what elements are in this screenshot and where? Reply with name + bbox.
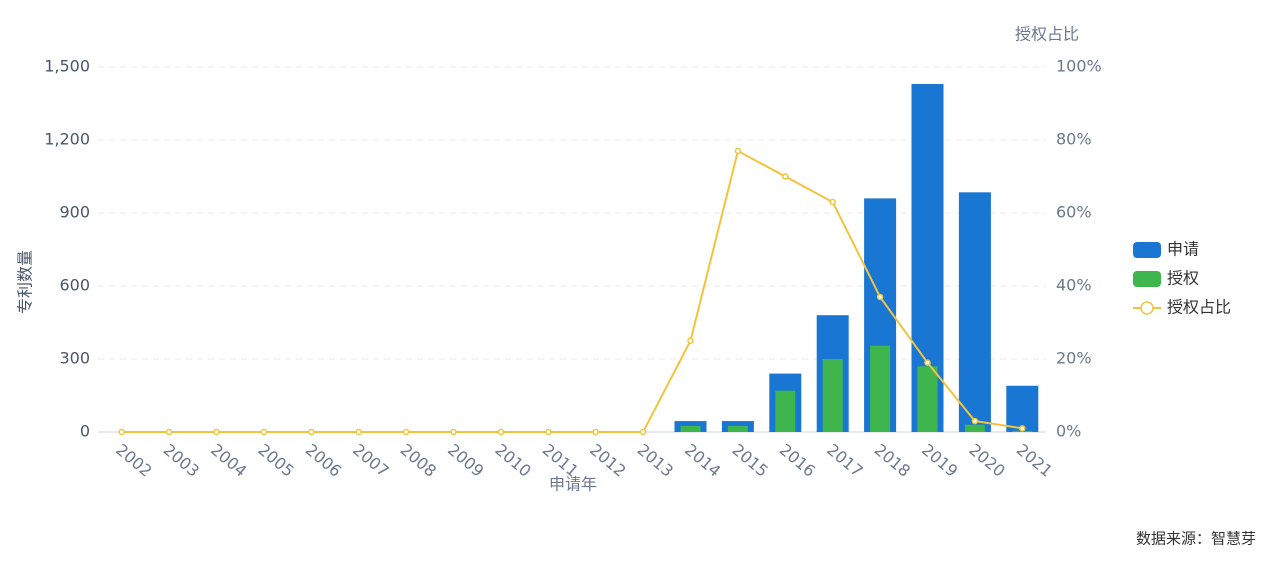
line-point	[592, 428, 599, 436]
line-point	[639, 428, 647, 436]
x-tick-label: 2017	[823, 440, 866, 481]
x-tick-label: 2009	[444, 440, 487, 481]
bar	[727, 425, 748, 432]
x-tick-label: 2015	[728, 440, 771, 481]
y2-tick-label: 20%	[1056, 349, 1092, 368]
y-tick-label: 1,200	[44, 130, 90, 149]
x-tick-label: 2002	[112, 440, 155, 481]
x-tick-label: 2016	[776, 440, 819, 481]
line-point	[876, 293, 884, 301]
bar	[964, 424, 985, 432]
x-tick-label: 2005	[254, 440, 297, 481]
x-tick-label: 2006	[302, 440, 345, 481]
line-point	[924, 359, 931, 366]
line-point	[971, 417, 979, 425]
y-axis-title: 专利数量	[16, 250, 35, 314]
line-point	[355, 428, 362, 436]
y2-axis-title: 授权占比	[1015, 25, 1079, 44]
y-tick-label: 300	[59, 349, 90, 368]
legend-swatch	[1133, 242, 1161, 258]
line-point	[687, 337, 694, 344]
x-tick-label: 2003	[160, 440, 203, 481]
y-tick-label: 1,500	[44, 57, 90, 76]
x-tick-label: 2008	[397, 440, 440, 481]
line-point	[308, 428, 315, 436]
line	[121, 149, 1023, 433]
y2-tick-label: 100%	[1056, 57, 1102, 76]
y2-tick-label: 0%	[1056, 422, 1081, 441]
y2-tick-label: 80%	[1056, 130, 1092, 149]
legend-label: 申请	[1167, 240, 1199, 259]
y-tick-label: 0	[80, 422, 90, 441]
y2-tick-label: 60%	[1056, 203, 1092, 222]
line-point	[402, 428, 410, 436]
bar	[775, 390, 796, 432]
line-point	[782, 173, 789, 180]
bar	[680, 425, 701, 432]
legend-label: 授权	[1167, 269, 1199, 288]
line-point	[1019, 425, 1026, 432]
bar	[917, 366, 938, 432]
legend-marker	[1140, 301, 1154, 315]
line-point	[213, 428, 220, 436]
line-point	[260, 428, 268, 436]
line-point	[829, 198, 836, 206]
line-point	[545, 428, 552, 436]
bar	[958, 192, 991, 432]
line-point	[165, 428, 173, 436]
line-point	[118, 428, 125, 436]
line-point	[734, 147, 742, 155]
line-point	[497, 428, 505, 436]
x-tick-label: 2010	[491, 440, 534, 481]
legend-swatch	[1133, 271, 1161, 287]
x-tick-label: 2013	[634, 440, 677, 481]
x-tick-label: 2020	[965, 440, 1008, 481]
y-tick-label: 900	[59, 203, 90, 222]
line-point	[450, 428, 457, 436]
source: 数据来源：智慧芽	[1136, 530, 1256, 548]
x-tick-label: 2021	[1013, 440, 1056, 481]
bar	[822, 359, 843, 432]
x-tick-label: 2014	[681, 440, 724, 481]
legend-label: 授权占比	[1167, 298, 1231, 317]
y-tick-label: 600	[59, 276, 90, 295]
x-tick-label: 2018	[871, 440, 914, 481]
x-tick-label: 2019	[918, 440, 961, 481]
x-tick-label: 2007	[349, 440, 392, 481]
y2-tick-label: 40%	[1056, 276, 1092, 295]
bar	[1006, 385, 1039, 432]
x-axis-title: 申请年	[549, 475, 597, 494]
bar	[870, 345, 891, 432]
x-tick-label: 2004	[207, 440, 250, 481]
